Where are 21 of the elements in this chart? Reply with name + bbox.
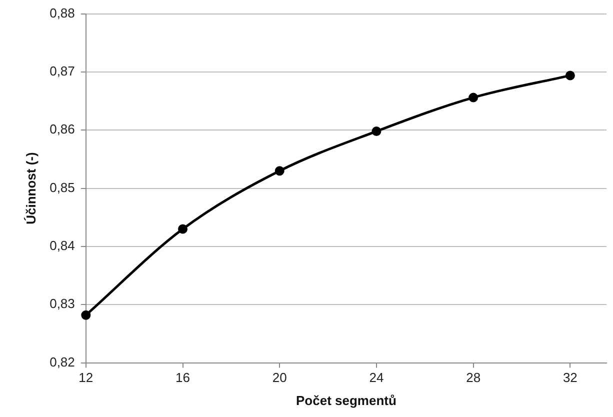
y-tick-label: 0,85 <box>50 180 75 195</box>
x-tick-label: 32 <box>562 370 578 386</box>
point <box>468 92 478 102</box>
x-tick-label: 12 <box>78 370 94 386</box>
point <box>274 166 284 176</box>
point <box>81 310 91 320</box>
y-tick-label: 0,88 <box>50 5 75 20</box>
x-axis-title: Počet segmentů <box>296 392 396 408</box>
point <box>372 126 382 136</box>
x-tick-label: 20 <box>272 370 287 386</box>
y-tick-label: 0,83 <box>50 296 75 312</box>
y-axis-title: Účinnost (-) <box>23 152 38 224</box>
y-tick-label: 0,84 <box>50 238 75 254</box>
x-tick-label: 24 <box>369 370 384 386</box>
point <box>178 224 188 234</box>
x-tick-label: 16 <box>176 370 190 386</box>
point <box>565 70 575 80</box>
y-tick-label: 0,86 <box>50 122 75 137</box>
y-tick-label: 0,87 <box>50 64 75 79</box>
x-tick-label: 28 <box>466 370 481 386</box>
y-tick-label: 0,82 <box>50 354 75 370</box>
